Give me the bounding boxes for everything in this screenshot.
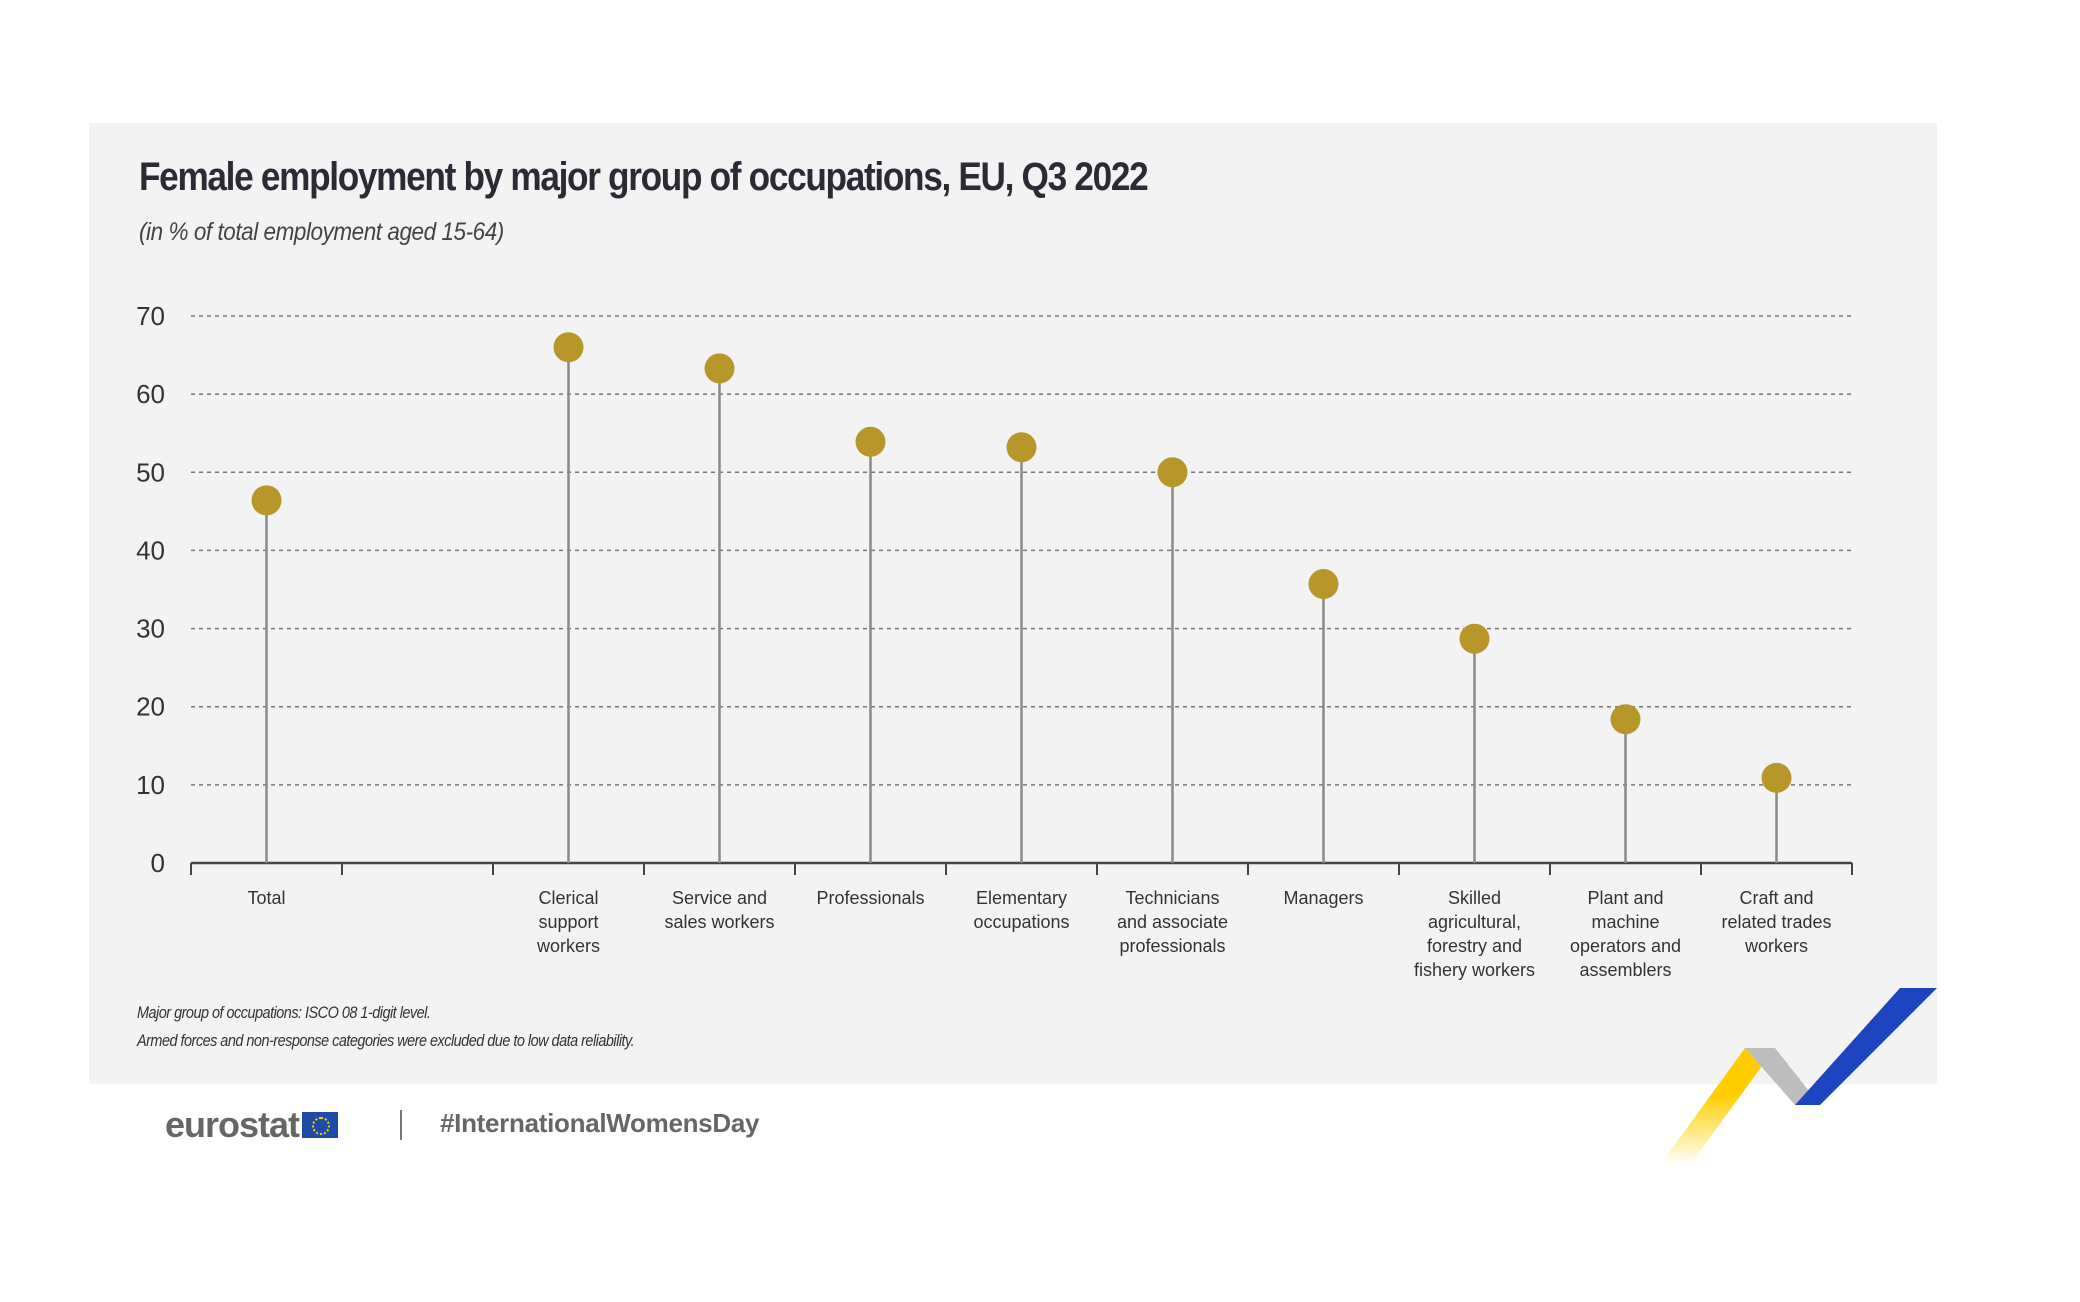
y-tick-label: 30 [136, 614, 165, 644]
x-category-label: related trades [1721, 912, 1831, 932]
lollipop-marker [704, 353, 735, 384]
x-category-label: Craft and [1739, 888, 1813, 908]
x-category-label: Managers [1283, 888, 1363, 908]
chart-subtitle: (in % of total employment aged 15-64) [139, 218, 504, 246]
x-category-label: forestry and [1427, 936, 1522, 956]
footnote-2: Armed forces and non-response categories… [137, 1031, 635, 1050]
x-category-label: workers [1744, 936, 1808, 956]
x-category-label: machine [1591, 912, 1659, 932]
footer-divider [400, 1110, 402, 1140]
y-tick-label: 40 [136, 535, 165, 565]
y-tick-label: 60 [136, 379, 165, 409]
lollipop-marker [1761, 762, 1792, 793]
logo-text: eurostat [165, 1104, 300, 1145]
lollipop-marker [1459, 623, 1490, 654]
lollipop-marker [1610, 704, 1641, 735]
x-category-label: occupations [973, 912, 1069, 932]
x-category-label: fishery workers [1414, 960, 1535, 980]
eurostat-logo: eurostat [165, 1104, 339, 1146]
x-category-label: agricultural, [1428, 912, 1521, 932]
x-category-label: support [538, 912, 598, 932]
y-tick-label: 20 [136, 692, 165, 722]
lollipop-marker [1308, 569, 1339, 600]
lollipop-marker [1006, 432, 1037, 463]
x-category-label: Total [247, 888, 285, 908]
x-category-label: Professionals [816, 888, 924, 908]
eu-flag-icon [302, 1112, 339, 1138]
y-tick-label: 70 [136, 301, 165, 331]
decorative-ribbon-icon [1660, 988, 1937, 1165]
x-category-label: Elementary [976, 888, 1067, 908]
y-tick-label: 0 [151, 848, 165, 878]
x-category-label: Plant and [1587, 888, 1663, 908]
x-category-label: Clerical [538, 888, 598, 908]
footnote-1: Major group of occupations: ISCO 08 1-di… [137, 1003, 431, 1022]
lollipop-marker [1157, 457, 1188, 488]
x-category-label: operators and [1570, 936, 1681, 956]
x-category-label: assemblers [1579, 960, 1671, 980]
lollipop-marker [553, 332, 584, 363]
x-category-label: Technicians [1125, 888, 1219, 908]
chart-title: Female employment by major group of occu… [139, 155, 1149, 199]
lollipop-marker [251, 485, 282, 516]
x-category-label: sales workers [664, 912, 774, 932]
x-category-label: workers [536, 936, 600, 956]
x-category-label: Skilled [1448, 888, 1501, 908]
hashtag: #InternationalWomensDay [440, 1108, 760, 1138]
lollipop-marker [855, 426, 886, 457]
x-category-label: professionals [1119, 936, 1225, 956]
y-tick-label: 50 [136, 457, 165, 487]
chart-panel [89, 123, 1937, 1084]
x-category-label: Service and [672, 888, 767, 908]
x-category-label: and associate [1117, 912, 1228, 932]
y-tick-label: 10 [136, 770, 165, 800]
